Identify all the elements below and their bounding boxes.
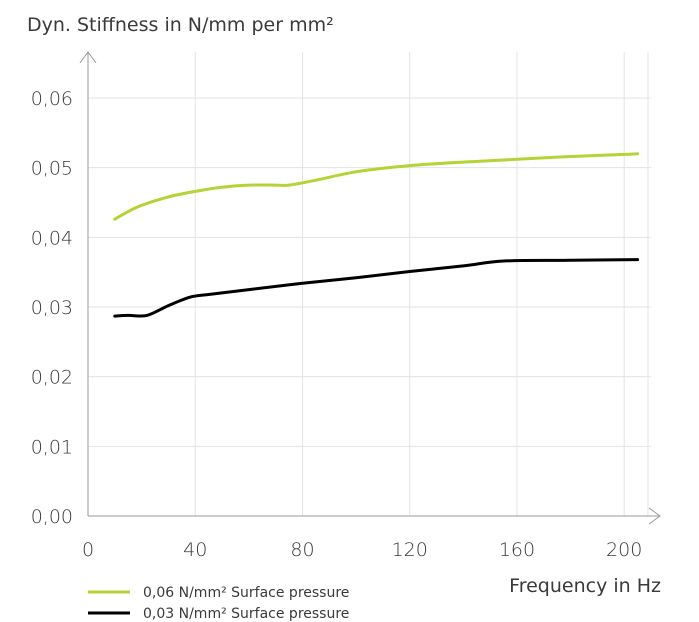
x-tick-label: 0 [82, 539, 94, 561]
y-tick-label: 0,05 [31, 158, 73, 180]
x-tick-label: 200 [606, 539, 642, 561]
legend-label: 0,03 N/mm² Surface pressure [143, 606, 349, 622]
y-tick-label: 0,00 [31, 506, 73, 528]
x-axis-title: Frequency in Hz [509, 575, 661, 597]
tick-labels: 0,00 0,01 0,02 0,03 0,04 0,05 0,06 0 40 80 120 160 2… [31, 88, 643, 561]
x-tick-label: 40 [183, 539, 207, 561]
series-line-2 [113, 258, 640, 318]
y-axis-arrow [79, 51, 97, 64]
y-tick-label: 0,06 [31, 88, 73, 110]
x-tick-label: 120 [392, 539, 428, 561]
y-tick-label: 0,03 [31, 297, 73, 319]
y-tick-label: 0,04 [31, 227, 73, 249]
series-line-1 [113, 152, 640, 221]
legend: 0,06 N/mm² Surface pressure 0,03 N/mm² Su… [88, 585, 349, 622]
series-lines [113, 152, 640, 318]
grid [88, 52, 651, 516]
x-axis-arrow [648, 507, 661, 525]
legend-label: 0,06 N/mm² Surface pressure [143, 585, 349, 601]
x-tick-label: 80 [290, 539, 314, 561]
y-axis-title: Dyn. Stiffness in N/mm per mm² [27, 14, 334, 36]
axes [79, 51, 661, 525]
y-tick-label: 0,02 [31, 367, 73, 389]
x-tick-label: 160 [499, 539, 535, 561]
y-tick-label: 0,01 [31, 436, 73, 458]
